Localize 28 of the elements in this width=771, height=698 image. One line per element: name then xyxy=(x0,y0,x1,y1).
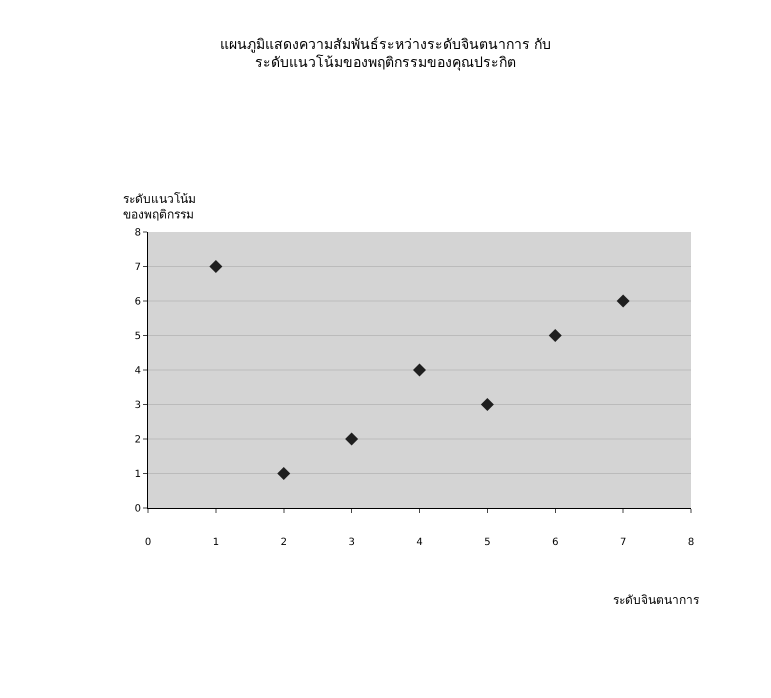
y-tick-label: 3 xyxy=(134,400,141,411)
y-tick-label: 0 xyxy=(134,504,141,514)
x-tick-label: 3 xyxy=(348,537,355,548)
y-tick-label: 1 xyxy=(134,469,141,480)
x-tick-label: 4 xyxy=(416,537,423,548)
point xyxy=(209,260,222,273)
y-tick-label: 4 xyxy=(134,366,141,376)
y-tick-label: 8 xyxy=(134,228,141,238)
x-tick-label: 5 xyxy=(484,537,491,548)
x-tick-label: 1 xyxy=(212,537,220,548)
point xyxy=(548,329,562,342)
x-tick-label: 7 xyxy=(620,537,626,548)
y-tick-label: 7 xyxy=(134,262,141,273)
point xyxy=(277,467,290,480)
point xyxy=(413,364,426,376)
y-tick-label: 2 xyxy=(134,434,141,446)
y-tick-label: 6 xyxy=(134,296,141,308)
x-tick-label: 8 xyxy=(688,537,694,548)
point xyxy=(345,432,358,446)
x-tick-label: 6 xyxy=(552,537,558,548)
point xyxy=(480,398,494,411)
x-tick-label: 2 xyxy=(280,537,287,548)
y-axis-title: ระดับแนวโน้ม ของพฤติกรรม xyxy=(123,192,196,222)
y-tick-label: 5 xyxy=(134,331,141,342)
point xyxy=(616,294,630,308)
x-axis-title: ระดับจินตนาการ xyxy=(613,593,700,607)
chart-title: แผนภูมิแสดงความสัมพันธ์ระหว่างระดับจินตนาการ กับ ระดับแนวโน้มของพฤติกรรมของคุณประกิต xyxy=(220,36,552,72)
x-tick-label: 0 xyxy=(144,537,152,548)
